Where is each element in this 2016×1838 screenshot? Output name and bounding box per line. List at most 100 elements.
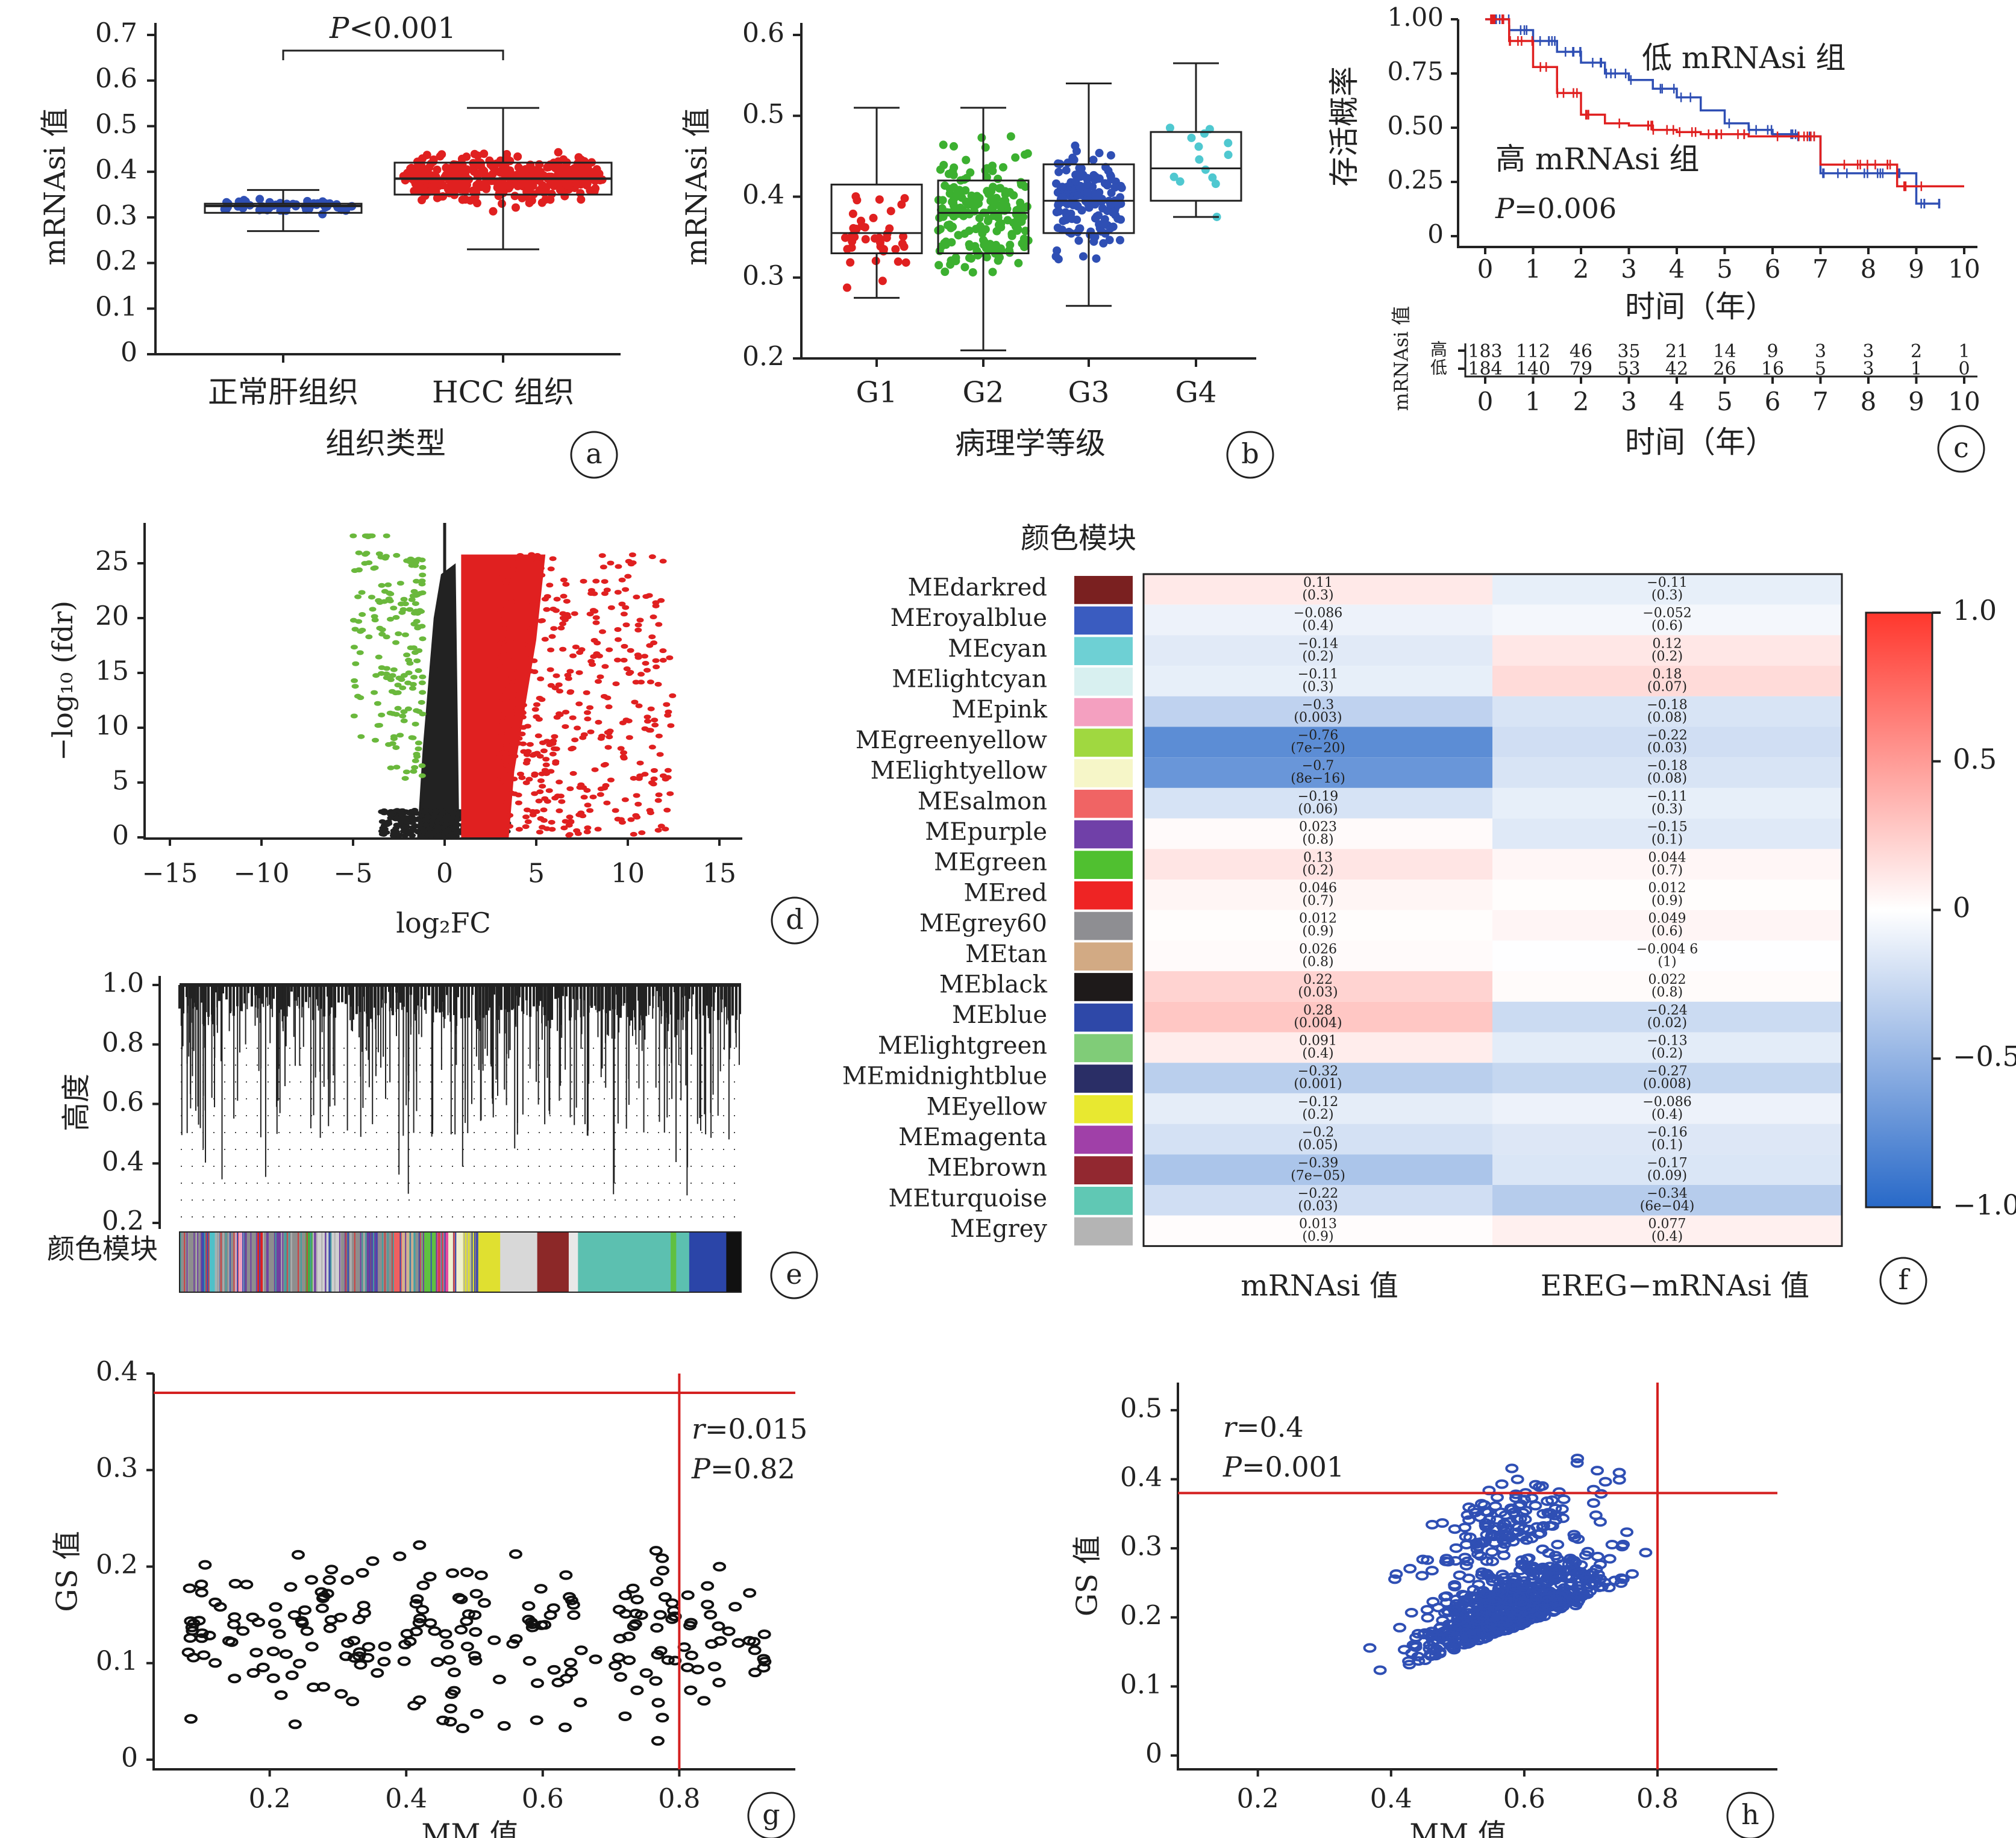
module-block bbox=[402, 1232, 414, 1292]
up-point bbox=[606, 647, 613, 652]
module-swatch bbox=[1074, 820, 1133, 849]
up-point bbox=[558, 799, 566, 804]
x-axis-label: 病理学等级 bbox=[955, 426, 1106, 461]
x-tick-label: 0.8 bbox=[1636, 1784, 1679, 1815]
data-point bbox=[852, 225, 861, 234]
ns-point bbox=[450, 811, 458, 816]
data-point bbox=[1471, 1580, 1485, 1590]
x-tick-label: G3 bbox=[1068, 376, 1110, 410]
data-point bbox=[651, 1736, 665, 1746]
ns-point bbox=[442, 822, 450, 827]
data-point bbox=[466, 196, 475, 205]
module-swatch bbox=[1074, 698, 1133, 727]
data-point bbox=[445, 1689, 459, 1699]
down-point bbox=[400, 718, 408, 724]
up-point bbox=[552, 759, 560, 764]
column-label: mRNAsi 值 bbox=[1241, 1269, 1398, 1303]
data-point bbox=[443, 1704, 457, 1714]
up-point bbox=[637, 672, 645, 677]
data-point bbox=[982, 252, 991, 261]
cell-pvalue: (0.05) bbox=[1298, 1138, 1338, 1153]
data-point bbox=[493, 183, 502, 192]
up-point bbox=[533, 714, 540, 719]
data-point bbox=[346, 1696, 360, 1707]
down-point bbox=[392, 640, 400, 645]
module-swatch bbox=[1074, 1095, 1133, 1124]
data-point bbox=[377, 1657, 391, 1667]
cell-pvalue: (0.03) bbox=[1298, 1199, 1338, 1214]
axes bbox=[1457, 19, 1977, 248]
data-point bbox=[510, 172, 519, 181]
up-point bbox=[566, 832, 574, 837]
y-tick-label: 0 bbox=[121, 337, 137, 368]
up-point bbox=[510, 594, 518, 599]
module-stripe bbox=[229, 1232, 231, 1292]
heatmap-cell bbox=[1492, 1063, 1842, 1093]
data-point bbox=[1545, 1521, 1559, 1531]
data-point bbox=[497, 1721, 511, 1731]
up-point bbox=[564, 614, 572, 620]
data-point bbox=[439, 1629, 452, 1639]
data-point bbox=[875, 195, 884, 204]
x-tick-label: 正常肝组织 bbox=[208, 375, 358, 410]
y-tick-label: 0 bbox=[1145, 1739, 1162, 1769]
data-point bbox=[1589, 1510, 1603, 1521]
up-point bbox=[549, 741, 557, 746]
y-axis-label: 存活概率 bbox=[1327, 66, 1362, 187]
up-point bbox=[630, 831, 637, 837]
down-point bbox=[386, 710, 394, 716]
up-point bbox=[648, 554, 656, 560]
data-point bbox=[1015, 214, 1024, 223]
data-point bbox=[650, 1623, 664, 1633]
data-point bbox=[1106, 201, 1115, 210]
up-point bbox=[536, 789, 544, 795]
up-point bbox=[636, 617, 644, 623]
data-point bbox=[361, 1652, 375, 1663]
risk-count-low: 1 bbox=[1911, 358, 1922, 380]
up-point bbox=[519, 696, 527, 701]
data-point bbox=[1420, 1605, 1434, 1615]
up-point bbox=[617, 746, 625, 751]
cell-pvalue: (0.02) bbox=[1647, 1016, 1687, 1031]
up-point bbox=[548, 634, 556, 639]
up-point bbox=[584, 716, 592, 722]
up-point bbox=[650, 768, 658, 774]
down-point bbox=[386, 616, 394, 622]
ns-point bbox=[425, 826, 433, 831]
data-point bbox=[1480, 1590, 1494, 1600]
up-point bbox=[592, 620, 600, 625]
module-stripe bbox=[214, 1232, 216, 1292]
up-point bbox=[524, 758, 531, 763]
data-point bbox=[722, 1626, 736, 1636]
data-point bbox=[1553, 1596, 1567, 1607]
up-point bbox=[496, 799, 504, 805]
down-point bbox=[392, 745, 400, 750]
data-point bbox=[453, 180, 462, 189]
data-point bbox=[184, 1714, 198, 1724]
data-point bbox=[500, 170, 509, 179]
module-stripe bbox=[419, 1232, 421, 1292]
data-point bbox=[291, 1549, 305, 1560]
cell-value: 0.013 bbox=[1299, 1217, 1337, 1232]
up-point bbox=[559, 646, 567, 652]
down-point bbox=[384, 582, 392, 587]
data-point bbox=[656, 1553, 669, 1563]
risk-count-low: 16 bbox=[1761, 358, 1784, 380]
data-point bbox=[574, 1645, 588, 1655]
up-point bbox=[500, 808, 508, 813]
module-swatch bbox=[1074, 667, 1133, 696]
data-point bbox=[1507, 1613, 1521, 1623]
data-point bbox=[1083, 188, 1092, 197]
data-point bbox=[246, 1668, 260, 1678]
down-point bbox=[387, 765, 395, 771]
module-stripe bbox=[267, 1232, 269, 1292]
up-point bbox=[551, 685, 559, 690]
data-point bbox=[556, 178, 565, 187]
risk-count-low: 79 bbox=[1570, 358, 1592, 380]
down-point bbox=[385, 742, 393, 747]
up-point bbox=[640, 654, 648, 659]
data-point bbox=[187, 1618, 201, 1628]
data-point bbox=[1529, 1594, 1542, 1604]
panel-letter-circle bbox=[771, 896, 819, 945]
ns-point bbox=[390, 828, 398, 834]
